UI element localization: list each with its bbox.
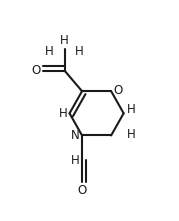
Text: H: H: [75, 44, 84, 57]
Text: H: H: [59, 107, 67, 120]
Text: O: O: [32, 64, 41, 77]
Text: N: N: [71, 129, 80, 142]
Text: H: H: [127, 103, 136, 116]
Text: H: H: [60, 34, 69, 47]
Text: O: O: [77, 184, 87, 197]
Text: H: H: [71, 154, 79, 167]
Text: H: H: [127, 128, 136, 141]
Text: O: O: [114, 84, 123, 97]
Text: H: H: [45, 44, 54, 57]
